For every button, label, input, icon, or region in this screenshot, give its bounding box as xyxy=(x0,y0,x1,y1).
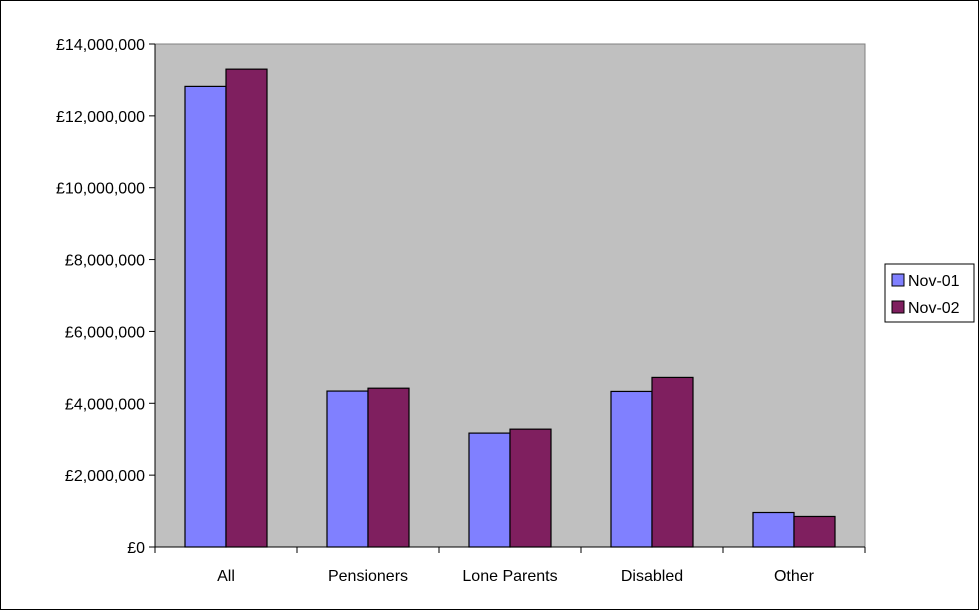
bar-nov-01-lone-parents xyxy=(468,432,511,548)
x-axis: All Pensioners Lone Parents Disabled Other xyxy=(154,546,866,585)
bar-nov-01-disabled xyxy=(610,390,653,548)
x-tick-label: Lone Parents xyxy=(462,568,557,585)
bars xyxy=(184,68,836,548)
y-axis: £0 £2,000,000 £4,000,000 £6,000,000 £8,000,0… xyxy=(56,37,156,557)
x-tick-label: All xyxy=(217,568,235,585)
legend-label: Nov-01 xyxy=(908,273,960,290)
y-tick-label: £8,000,000 xyxy=(65,253,145,270)
y-tick-label: £2,000,000 xyxy=(65,468,145,485)
y-tick-label: £10,000,000 xyxy=(56,181,145,198)
legend-swatch xyxy=(891,273,905,287)
bar-nov-02-other xyxy=(793,515,836,548)
x-tick-label: Other xyxy=(774,568,815,585)
bar-nov-02-disabled xyxy=(651,376,694,548)
x-tick-label: Pensioners xyxy=(328,568,408,585)
bar-nov-01-other xyxy=(752,511,795,548)
bar-nov-01-pensioners xyxy=(326,390,369,548)
y-tick-label: £14,000,000 xyxy=(56,37,145,54)
y-tick-label: £0 xyxy=(127,540,145,557)
x-tick-label: Disabled xyxy=(621,568,683,585)
y-tick-label: £4,000,000 xyxy=(65,396,145,413)
bar-nov-02-all xyxy=(225,68,268,548)
legend-label: Nov-02 xyxy=(908,300,960,317)
bar-nov-02-pensioners xyxy=(367,387,410,548)
bar-nov-01-all xyxy=(184,85,227,548)
y-tick-label: £12,000,000 xyxy=(56,109,145,126)
legend-swatch xyxy=(891,300,905,314)
legend: Nov-01 Nov-02 xyxy=(884,263,975,323)
y-tick-label: £6,000,000 xyxy=(65,324,145,341)
bar-nov-02-lone-parents xyxy=(509,428,552,548)
